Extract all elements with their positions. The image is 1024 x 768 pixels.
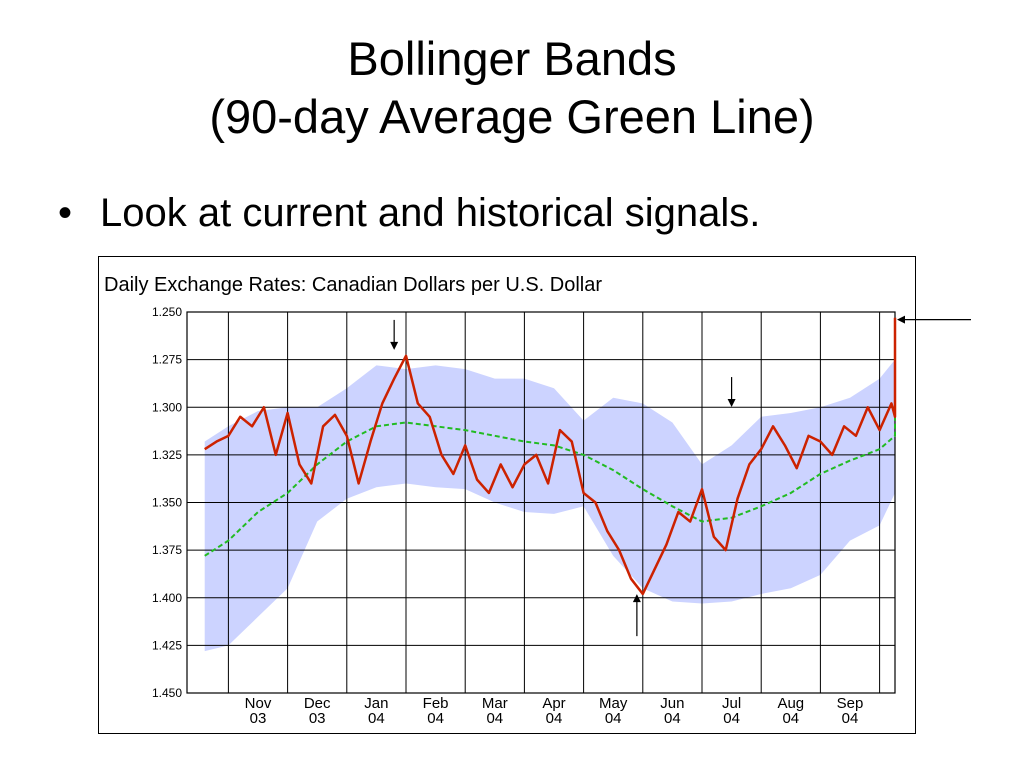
average-line-layer bbox=[204, 411, 896, 557]
ninety-day-average-line bbox=[204, 411, 896, 557]
slide-title: Bollinger Bands (90-day Average Green Li… bbox=[0, 30, 1024, 146]
arrow-head bbox=[632, 594, 641, 603]
x-tick-month: Jun bbox=[660, 695, 684, 712]
arrow-head bbox=[390, 341, 399, 350]
x-tick-month: Apr bbox=[542, 695, 565, 712]
bullet-item: • Look at current and historical signals. bbox=[58, 188, 760, 238]
x-tick-month: May bbox=[599, 695, 628, 712]
y-tick-label: 1.300 bbox=[152, 400, 182, 414]
x-tick-year: 04 bbox=[842, 710, 859, 727]
x-tick-month: Aug bbox=[777, 695, 804, 712]
y-tick-label: 1.450 bbox=[152, 686, 182, 700]
x-tick-month: Jul bbox=[722, 695, 741, 712]
annotation-arrows bbox=[390, 315, 971, 637]
y-tick-label: 1.350 bbox=[152, 496, 182, 510]
grid-layer bbox=[186, 311, 896, 694]
price-line-layer bbox=[204, 317, 897, 596]
slide-title-line-2: (90-day Average Green Line) bbox=[209, 90, 815, 143]
x-tick-year: 04 bbox=[486, 710, 503, 727]
bullet-marker: • bbox=[58, 191, 73, 235]
y-tick-label: 1.275 bbox=[152, 353, 182, 367]
arrow-head bbox=[897, 315, 905, 324]
bollinger-band bbox=[204, 315, 896, 652]
x-tick-year: 03 bbox=[250, 710, 267, 727]
x-tick-month: Feb bbox=[423, 695, 449, 712]
x-tick-month: Dec bbox=[304, 695, 331, 712]
x-tick-year: 04 bbox=[605, 710, 622, 727]
y-tick-label: 1.425 bbox=[152, 638, 182, 652]
chart-title: Daily Exchange Rates: Canadian Dollars p… bbox=[104, 274, 603, 296]
x-tick-month: Jan bbox=[364, 695, 388, 712]
y-tick-label: 1.375 bbox=[152, 543, 182, 557]
arrow-head bbox=[727, 399, 736, 408]
x-tick-year: 04 bbox=[427, 710, 444, 727]
x-tick-year: 04 bbox=[546, 710, 563, 727]
y-tick-labels: 1.250 1.275 1.300 1.325 1.350 1.375 1.400 1.425… bbox=[152, 305, 182, 700]
x-tick-month: Mar bbox=[482, 695, 508, 712]
x-tick-month: Nov bbox=[245, 695, 272, 712]
x-tick-month: Sep bbox=[837, 695, 864, 712]
x-tick-year: 04 bbox=[664, 710, 681, 727]
exchange-rate-line bbox=[204, 317, 897, 596]
y-tick-label: 1.325 bbox=[152, 448, 182, 462]
bullet-text: Look at current and historical signals. bbox=[100, 191, 761, 235]
x-tick-labels: Nov03Dec03Jan04Feb04Mar04Apr04May04Jun04… bbox=[245, 695, 864, 727]
x-tick-year: 04 bbox=[723, 710, 740, 727]
bollinger-band-layer bbox=[204, 315, 896, 652]
x-tick-year: 04 bbox=[368, 710, 385, 727]
y-tick-label: 1.400 bbox=[152, 591, 182, 605]
y-tick-label: 1.250 bbox=[152, 305, 182, 319]
x-tick-year: 03 bbox=[309, 710, 326, 727]
x-tick-year: 04 bbox=[782, 710, 799, 727]
slide-title-line-1: Bollinger Bands bbox=[347, 32, 677, 85]
